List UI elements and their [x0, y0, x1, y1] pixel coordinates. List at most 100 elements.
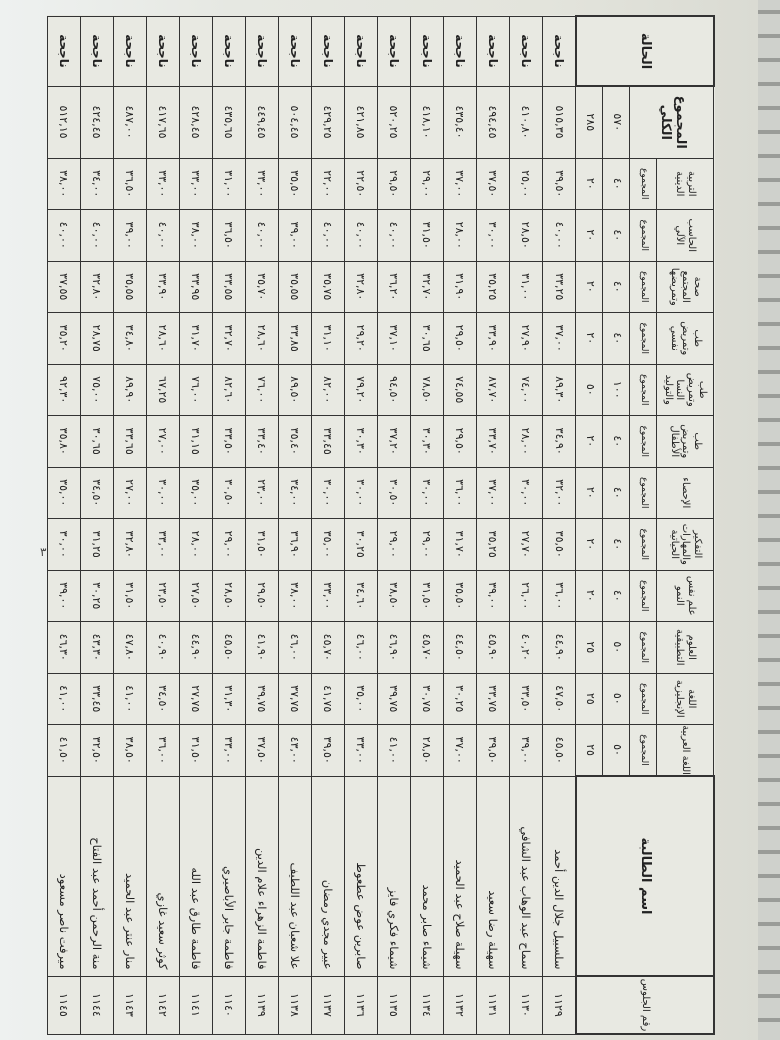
subject-score: ٢٨,٦٠	[146, 312, 180, 364]
total-score: ٤٢٤,٤٥	[80, 86, 114, 158]
subject-score: ٢٧,٧٠	[509, 518, 543, 570]
student-row: ١١٢٩ سلسبيل جلال الدين أحمد ٤٥,٥٠ ٤٧,٥٠ ٤٤,٩…	[542, 16, 576, 1034]
total-min: ٢٨٥	[576, 86, 603, 158]
subject-score: ٣٦,٠٠	[146, 724, 180, 776]
subject-score: ٣٠,٠٠	[410, 467, 444, 519]
subject-score: ٣٥,٢٥	[476, 261, 510, 313]
seat-number: ١١٣٢	[443, 976, 477, 1034]
min-score: ٢٠	[576, 518, 603, 570]
subject-score: ٣٧,٥٠	[245, 724, 279, 776]
subject-score: ٣٠,٧٥	[410, 673, 444, 725]
sum-label: المجموع	[630, 467, 657, 519]
subject-score: ٢٢,٥٠	[344, 158, 378, 210]
subject-score: ٣٤,٦٠	[344, 570, 378, 622]
status-badge: ناجحة	[311, 16, 345, 86]
student-name: فاطمة جابر الأباصيري	[212, 776, 246, 976]
min-score: ٢٠	[576, 209, 603, 261]
subject-score: ٣٧,٧٥	[278, 673, 312, 725]
subject-score: ٣٣,٧٠	[476, 415, 510, 467]
subject-score: ٣١,٥٠	[245, 518, 279, 570]
subject-score: ٣٠,٣٠	[344, 415, 378, 467]
subject-score: ٣٩,٠٠	[278, 209, 312, 261]
subject-score: ٧٤,٥٥	[443, 364, 477, 416]
subject-score: ٣١,٢٥	[80, 518, 114, 570]
total-score: ٤٢١,٨٥	[344, 86, 378, 158]
subject-header: التربية الدينية	[657, 158, 714, 210]
max-score: ٥٠	[603, 724, 630, 776]
subject-score: ٢٨,٥٠	[509, 209, 543, 261]
seat-number: ١١٢٩	[542, 976, 576, 1034]
min-score: ٢٥	[576, 724, 603, 776]
subject-score: ٣٠,٣٠	[410, 415, 444, 467]
subject-score: ٣٢,٨٠	[344, 261, 378, 313]
subject-score: ٣٨,٠٠	[47, 158, 81, 210]
min-score: ٥٠	[576, 364, 603, 416]
subject-score: ٣٧,٥٠	[476, 158, 510, 210]
seat-number: ١١٤٢	[146, 976, 180, 1034]
subject-score: ٣٠,٦٥	[410, 312, 444, 364]
sum-label: المجموع	[630, 570, 657, 622]
status-badge: ناجحة	[377, 16, 411, 86]
max-score: ٤٠	[603, 570, 630, 622]
seat-number: ١١٣٤	[410, 976, 444, 1034]
subject-score: ٤٥,٧٠	[311, 621, 345, 673]
student-row: ١١٣٠ سماح عبد الوهاب عبد الشافي ٣٩,٠٠ ٣٣,٥٠…	[509, 16, 543, 1034]
subject-score: ٣٣,٨٥	[278, 312, 312, 364]
subject-score: ٣٨,٠٠	[179, 209, 213, 261]
subject-score: ٣١,١٥	[179, 415, 213, 467]
subject-score: ٢٩,٢٠	[344, 312, 378, 364]
subject-header: طب وتمريض الأطفال	[657, 415, 714, 467]
subject-score: ٢٨,٠٠	[179, 518, 213, 570]
subject-header: اللغة العربية	[657, 724, 714, 776]
subject-score: ٣٣,٦٥	[113, 415, 147, 467]
subject-score: ٤٠,٠٠	[377, 209, 411, 261]
student-name: سماح عبد الوهاب عبد الشافي	[509, 776, 543, 976]
subject-score: ٤١,٥٠	[47, 724, 81, 776]
student-row: ١١٣٦ صابرين عوض عطعوط ٣٣,٠٠ ٣٥,٠٠ ٤٦,٠٠ ٣٤,٦٠…	[344, 16, 378, 1034]
page-number: ٣	[40, 545, 47, 559]
student-row: ١١٣١ سهيلة رضا سعيد ٣٩,٥٠ ٣٣,٧٥ ٤٥,٩٠ ٣٩,٠٠ ٣٥…	[476, 16, 510, 1034]
sum-label: المجموع	[630, 209, 657, 261]
subject-score: ٣٥,٢٠	[47, 312, 81, 364]
seat-number: ١١٣٧	[311, 976, 345, 1034]
subject-score: ٣٣,٠٠	[311, 570, 345, 622]
subject-score: ٣١,١٠	[311, 312, 345, 364]
subject-score: ٣٣,٤٥	[311, 415, 345, 467]
subject-score: ٤٠,٠٠	[47, 209, 81, 261]
total-max: ٥٧٠	[603, 86, 630, 158]
subject-score: ٣١,٥٠	[179, 724, 213, 776]
subject-score: ٤٤,٩٠	[179, 621, 213, 673]
subject-score: ٣٦,٥٠	[212, 209, 246, 261]
subject-score: ٢٥,٠٠	[509, 158, 543, 210]
subject-score: ٧٦,٠٠	[179, 364, 213, 416]
sum-label: المجموع	[630, 312, 657, 364]
subject-score: ٢٧,٠٠	[146, 415, 180, 467]
subject-score: ٣٧,٥٥	[47, 261, 81, 313]
total-score: ٥٠٤,٤٥	[278, 86, 312, 158]
sum-label: المجموع	[630, 364, 657, 416]
subject-score: ٤٠,٠٠	[344, 209, 378, 261]
status-badge: ناجحة	[113, 16, 147, 86]
subject-score: ٤٣,٣٠	[80, 621, 114, 673]
total-score: ٤٩٤,٤٥	[476, 86, 510, 158]
subject-score: ٣٦,٢٠	[377, 261, 411, 313]
subject-score: ٩٤,٥٠	[377, 364, 411, 416]
max-score: ٥٠	[603, 673, 630, 725]
subject-score: ٣٠,٢٥	[80, 570, 114, 622]
seat-number: ١١٤٣	[113, 976, 147, 1034]
subject-header: العلوم التطبيقية	[657, 621, 714, 673]
seat-number: ١١٣٥	[377, 976, 411, 1034]
student-row: ١١٤١ فاطمة طارق عبد الله ٣١,٥٠ ٢٧,٧٥ ٤٤,٩٠ ٢٧…	[179, 16, 213, 1034]
subject-score: ٤٦,٣٠	[47, 621, 81, 673]
subject-score: ٢٨,٥٠	[410, 724, 444, 776]
sum-label: المجموع	[630, 724, 657, 776]
subject-score: ٣٦,٠٠	[443, 467, 477, 519]
subject-score: ٣٤,٠٠	[278, 467, 312, 519]
subject-score: ٣٣,٠٠	[344, 724, 378, 776]
header-row-subjects: رقم الجلوس اسم الطالبة اللغة العربية اللغة …	[576, 16, 714, 1034]
subject-score: ٢٩,٠٠	[212, 518, 246, 570]
max-score: ٤٠	[603, 312, 630, 364]
student-row: ١١٤٣ منار عنتر عبد الحميد ٣٨,٥٠ ٤١,٠٠ ٤٧,٨٠ ٣…	[113, 16, 147, 1034]
subject-score: ٢٧,٠٠	[113, 467, 147, 519]
subject-score: ٢٦,٠٠	[509, 570, 543, 622]
